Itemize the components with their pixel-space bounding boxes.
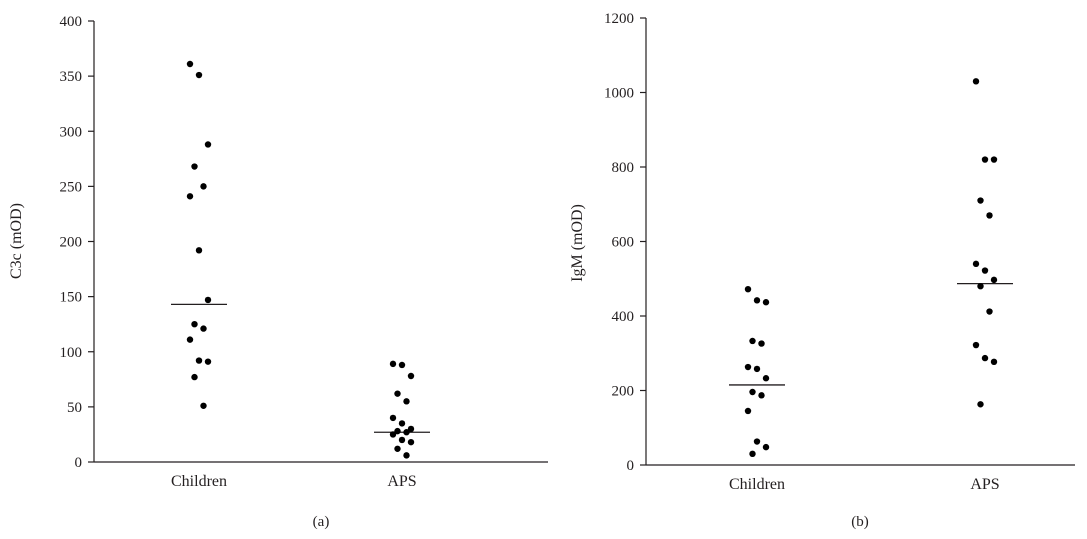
data-point [758,392,765,399]
y-tick-label: 1000 [604,86,634,102]
data-point [191,163,198,170]
data-point [744,363,752,371]
x-categories: Children APS [171,473,417,490]
data-point [204,296,212,304]
y-ticks: 0 50 100 150 200 250 300 350 400 [60,14,94,471]
data-point [972,341,980,349]
data-point [744,285,752,293]
data-point [394,427,401,435]
data-point [753,438,761,445]
x-category-label: APS [387,473,416,490]
data-point [191,373,198,381]
y-tick-label: 0 [627,458,635,474]
data-point [191,320,198,328]
data-points [186,60,415,459]
data-point [389,360,397,368]
y-tick-label: 400 [612,309,635,325]
data-point [749,337,756,345]
data-point [394,390,401,397]
data-points [744,78,998,458]
data-point [200,325,207,332]
y-tick-label: 1200 [604,11,634,27]
data-point [977,283,984,290]
y-tick-label: 100 [60,345,83,361]
x-category-label: Children [171,473,227,490]
data-point [186,60,194,68]
data-point [398,420,406,427]
data-point [972,260,980,268]
y-axis-label: C3c (mOD) [8,203,25,279]
data-point [753,365,761,373]
data-point [398,361,406,369]
y-tick-label: 600 [612,235,635,251]
y-tick-label: 200 [60,235,83,251]
data-point [977,401,984,408]
data-point [981,354,989,362]
data-point [762,443,770,451]
y-tick-label: 250 [60,179,83,195]
data-point [407,372,415,380]
chart-panel-b: IgM (mOD) 0 200 400 600 800 1000 1200 Children… [569,11,1075,530]
data-point [749,450,756,458]
data-point [200,402,207,409]
y-tick-label: 400 [60,14,83,30]
data-point [389,431,397,438]
data-point [389,414,397,422]
data-point [981,267,989,274]
data-point [986,308,993,315]
panel-label: (b) [851,514,869,530]
data-point [990,276,998,284]
data-point [403,398,410,405]
data-point [972,78,980,85]
y-tick-label: 350 [60,69,83,85]
data-point [407,425,415,433]
y-tick-label: 0 [75,455,83,471]
data-point [762,375,770,382]
median-lines [171,303,430,433]
panel-label: (a) [313,514,330,530]
median-lines [729,282,1013,386]
data-point [981,156,989,163]
data-point [200,183,207,190]
data-point [749,388,756,396]
data-point [744,407,752,415]
y-tick-label: 300 [60,124,83,140]
data-point [394,445,401,452]
y-tick-label: 50 [67,400,82,416]
x-category-label: Children [729,476,785,493]
data-point [398,436,406,444]
x-category-label: APS [970,476,999,493]
data-point [977,197,984,204]
y-tick-label: 800 [612,160,635,176]
data-point [403,452,410,459]
data-point [204,358,212,365]
data-point [403,429,410,436]
y-ticks: 0 200 400 600 800 1000 1200 [604,11,646,474]
data-point [762,299,770,306]
x-categories: Children APS [729,476,1000,493]
data-point [195,247,203,254]
data-point [186,193,194,200]
data-point [195,71,203,79]
data-point [186,336,194,343]
data-point [407,438,415,446]
data-point [990,358,998,366]
data-point [204,141,212,148]
data-point [758,340,765,347]
y-axis-label: IgM (mOD) [569,204,586,282]
chart-panel-a: C3c (mOD) 0 50 100 150 200 250 300 350 400 Child… [8,14,548,530]
y-tick-label: 200 [612,384,635,400]
data-point [753,297,761,304]
data-point [990,156,998,163]
data-point [195,357,203,364]
y-tick-label: 150 [60,290,83,306]
data-point [986,212,993,219]
